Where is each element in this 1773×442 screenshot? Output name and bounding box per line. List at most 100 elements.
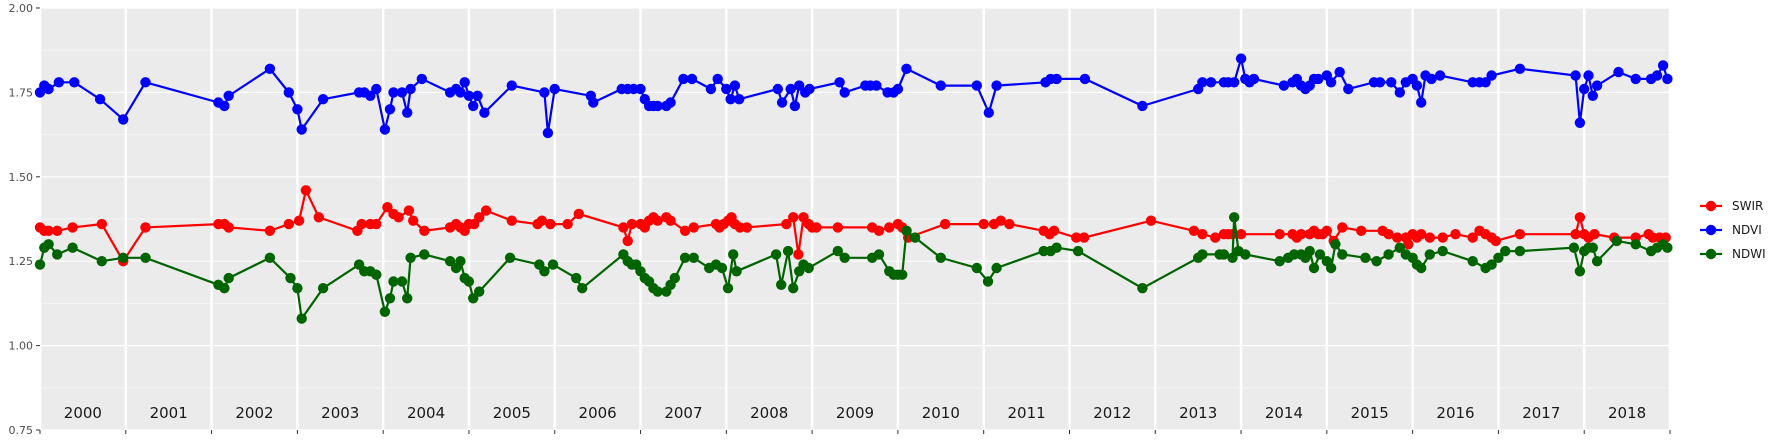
data-point bbox=[1587, 90, 1599, 102]
data-point bbox=[459, 77, 470, 88]
data-point bbox=[983, 107, 994, 118]
data-point bbox=[1235, 53, 1247, 64]
data-point bbox=[1197, 249, 1208, 260]
year-label: 2016 bbox=[1436, 404, 1474, 422]
data-point bbox=[873, 249, 885, 260]
data-point bbox=[1274, 229, 1285, 240]
y-tick-label: 0.75 bbox=[9, 424, 34, 437]
data-point bbox=[776, 97, 788, 108]
year-label: 2009 bbox=[836, 404, 874, 422]
data-point bbox=[1570, 229, 1581, 240]
data-point bbox=[444, 256, 456, 267]
data-point bbox=[283, 87, 294, 98]
data-point bbox=[1229, 77, 1240, 88]
data-point bbox=[1493, 252, 1504, 263]
data-point bbox=[388, 87, 399, 98]
data-point bbox=[788, 283, 799, 294]
data-point bbox=[384, 104, 396, 115]
data-point bbox=[536, 215, 548, 226]
data-point bbox=[781, 218, 792, 230]
data-point bbox=[43, 239, 54, 250]
data-point bbox=[1514, 245, 1526, 257]
year-label: 2003 bbox=[321, 404, 359, 422]
data-point bbox=[1078, 232, 1090, 243]
legend-item-swir: SWIR bbox=[1700, 199, 1763, 213]
data-point bbox=[393, 212, 404, 223]
year-label: 2014 bbox=[1265, 404, 1303, 422]
data-point bbox=[317, 283, 329, 294]
y-tick-label: 1.75 bbox=[9, 86, 34, 99]
data-point bbox=[971, 80, 982, 91]
data-point bbox=[1411, 80, 1423, 91]
data-point bbox=[1137, 100, 1148, 112]
data-point bbox=[1630, 239, 1641, 250]
data-point bbox=[871, 80, 882, 91]
data-point bbox=[547, 259, 559, 270]
data-point bbox=[705, 83, 717, 95]
data-point bbox=[1424, 249, 1436, 260]
data-point bbox=[839, 252, 850, 263]
data-point bbox=[292, 283, 303, 294]
data-point bbox=[901, 225, 912, 236]
y-tick-label: 1.25 bbox=[9, 255, 34, 268]
data-point bbox=[1589, 229, 1600, 240]
data-point bbox=[1480, 77, 1491, 88]
data-point bbox=[1383, 249, 1394, 260]
data-point bbox=[396, 87, 408, 98]
data-point bbox=[1574, 266, 1586, 277]
data-point bbox=[722, 283, 734, 294]
data-point bbox=[789, 100, 801, 112]
data-point bbox=[1004, 218, 1015, 230]
data-point bbox=[1394, 242, 1406, 253]
data-point bbox=[1568, 242, 1580, 253]
data-point bbox=[468, 100, 479, 112]
data-point bbox=[285, 272, 296, 284]
legend-item-ndvi: NDVI bbox=[1700, 223, 1762, 237]
data-point bbox=[1583, 70, 1594, 81]
axes: 0.75 1.00 1.25 1.50 1.75 2.00 bbox=[9, 2, 1671, 437]
data-point bbox=[219, 100, 230, 112]
data-point bbox=[785, 83, 796, 95]
data-point bbox=[1274, 256, 1285, 267]
data-point bbox=[1651, 70, 1663, 81]
data-point bbox=[264, 252, 276, 263]
data-point bbox=[991, 262, 1002, 274]
data-point bbox=[652, 100, 663, 112]
y-tick-label: 2.00 bbox=[9, 2, 34, 15]
legend: SWIR NDVI NDWI bbox=[1700, 199, 1766, 261]
data-point bbox=[1295, 229, 1307, 240]
data-point bbox=[96, 256, 108, 267]
y-tick-label: 1.50 bbox=[9, 171, 34, 184]
y-tick-label: 1.00 bbox=[9, 340, 34, 353]
data-point bbox=[1416, 262, 1427, 274]
data-point bbox=[1079, 73, 1091, 85]
data-point bbox=[1197, 229, 1208, 240]
data-point bbox=[474, 212, 485, 223]
data-point bbox=[140, 252, 151, 263]
data-point bbox=[408, 215, 419, 226]
legend-label: NDWI bbox=[1732, 247, 1766, 261]
data-point bbox=[839, 87, 850, 98]
data-point bbox=[472, 90, 483, 102]
data-point bbox=[480, 205, 492, 216]
data-point bbox=[296, 313, 307, 324]
data-point bbox=[1325, 77, 1337, 88]
data-point bbox=[356, 218, 367, 230]
data-point bbox=[1467, 256, 1478, 267]
data-point bbox=[1218, 249, 1230, 260]
data-point bbox=[562, 218, 573, 230]
data-point bbox=[678, 73, 689, 85]
data-point bbox=[1051, 242, 1062, 253]
data-point bbox=[371, 218, 382, 230]
data-point bbox=[712, 73, 723, 85]
data-point bbox=[716, 262, 728, 274]
data-point bbox=[1048, 225, 1060, 236]
data-point bbox=[223, 222, 234, 233]
data-point bbox=[935, 80, 946, 91]
data-point bbox=[43, 225, 54, 236]
data-point bbox=[53, 77, 65, 88]
data-point bbox=[379, 306, 391, 317]
data-point bbox=[873, 225, 885, 236]
data-point bbox=[34, 259, 46, 270]
data-point bbox=[1392, 232, 1403, 243]
